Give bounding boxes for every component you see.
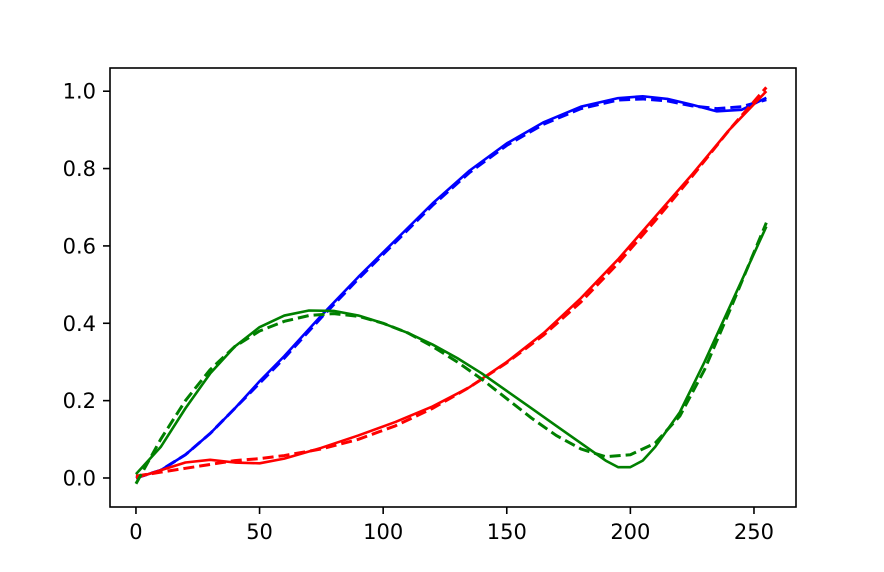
y-tick-label: 0.4 [63, 312, 96, 336]
series-line-2-solid [135, 90, 768, 480]
x-tick-label: 0 [129, 520, 142, 544]
x-tick-label: 50 [246, 520, 273, 544]
y-tick-label: 0.0 [63, 466, 96, 490]
series-line-4-solid [135, 226, 768, 475]
x-tick-label: 150 [487, 520, 527, 544]
x-tick-label: 250 [734, 520, 774, 544]
x-tick-label: 100 [363, 520, 403, 544]
series-layer [134, 86, 768, 485]
y-tick-label: 0.2 [63, 389, 96, 413]
y-tick-label: 0.8 [63, 157, 96, 181]
plot-frame [109, 67, 797, 508]
y-tick-label: 1.0 [63, 80, 96, 104]
y-tick-label: 0.6 [63, 234, 96, 258]
series-line-1-dashed [135, 97, 767, 480]
ticks-layer: 0 50 100 150 200 250 0.0 0.2 0.4 0.6 0.8 1.0 [63, 80, 774, 544]
x-tick-label: 200 [610, 520, 650, 544]
